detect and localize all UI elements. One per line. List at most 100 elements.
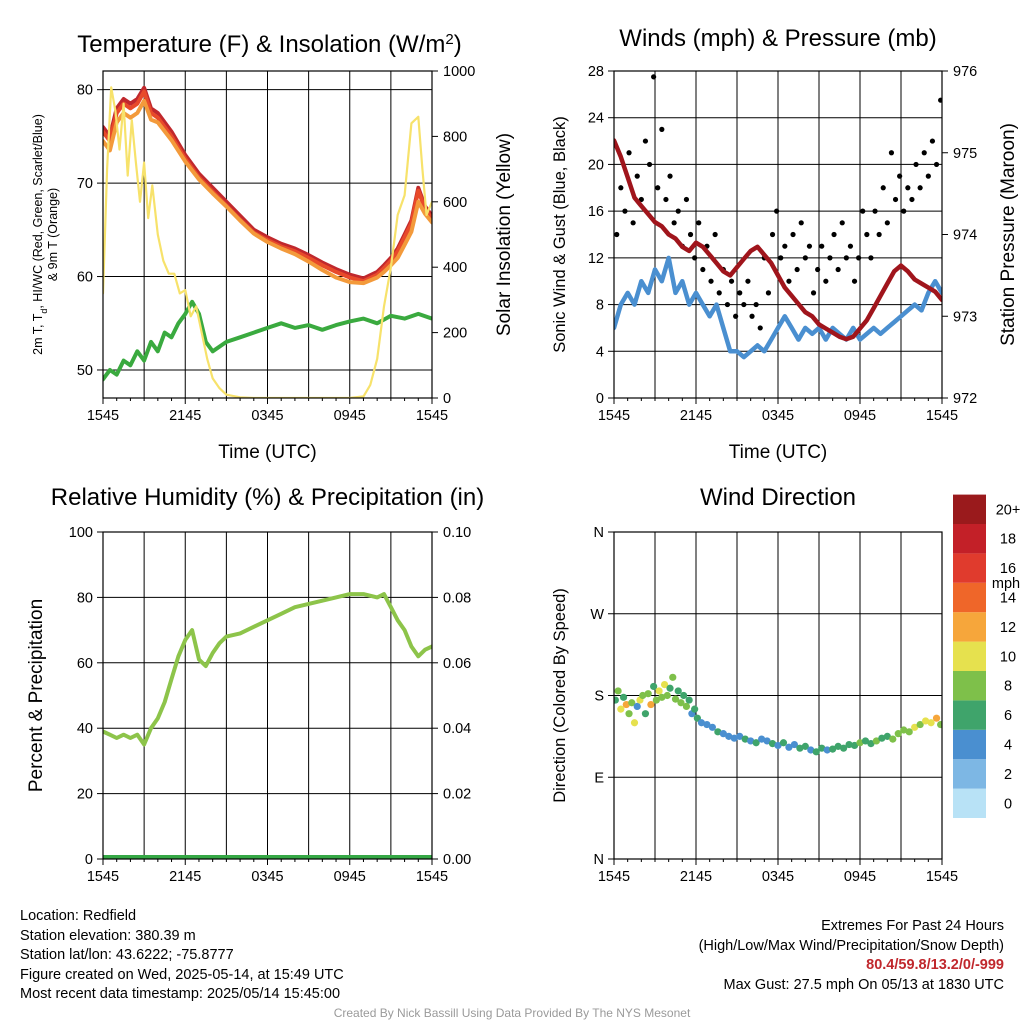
gust-point (765, 290, 772, 296)
direction-point (932, 714, 941, 722)
y-tick-label: E (594, 770, 604, 786)
gust-point (626, 150, 632, 156)
y2-axis-label: Solar Insolation (Yellow) (494, 133, 515, 336)
direction-point (752, 739, 760, 747)
gust-point (728, 278, 735, 284)
gust-point (671, 220, 677, 226)
humidity-panel: Relative Humidity (%) & Precipitation (i… (26, 484, 484, 885)
gust-point (913, 161, 919, 168)
legend-label: 8 (1004, 679, 1012, 695)
y-tick-label: 70 (77, 176, 93, 192)
direction-point (872, 737, 881, 745)
y-tick-label: 40 (77, 721, 93, 737)
legend-label: 4 (1004, 738, 1012, 754)
legend-label: 10 (1000, 649, 1016, 665)
direction-point (655, 687, 663, 695)
direction-point (747, 737, 755, 745)
chart-title: Temperature (F) & Insolation (W/m2) (77, 31, 461, 59)
gust-point (774, 208, 780, 214)
direction-point (878, 734, 886, 742)
direction-point (630, 719, 639, 727)
y2-axis-label: Station Pressure (Maroon) (998, 123, 1019, 346)
elevation-text: Station elevation: 380.39 m (20, 927, 196, 944)
x-axis-label: Time (UTC) (729, 442, 828, 463)
direction-point (790, 740, 799, 749)
direction-point (785, 743, 793, 751)
plot-frame (613, 531, 943, 860)
gust-point (622, 208, 628, 214)
legend-swatch (953, 729, 986, 760)
direction-point (829, 745, 837, 753)
gust-point (757, 325, 763, 331)
direction-point (671, 695, 680, 703)
direction-point (663, 691, 671, 700)
direction-point (889, 735, 897, 743)
extremes-info: Extremes For Past 24 Hours (High/Low/Max… (699, 917, 1004, 995)
winds-panel: Winds (mph) & Pressure (mb) 1545 2145 0345 0… (551, 25, 1019, 463)
direction-point (685, 696, 693, 704)
y2-tick-label: 0.00 (443, 852, 471, 868)
direction-point (622, 700, 630, 709)
gust-point (905, 185, 911, 191)
gust-point (782, 243, 788, 249)
latlon-text: Station lat/lon: 43.6222; -75.8777 (20, 947, 234, 964)
direction-point (796, 744, 804, 752)
y2-tick-label: 0.10 (443, 525, 471, 541)
direction-point (916, 720, 924, 729)
direction-point (736, 732, 744, 740)
gust-point (810, 290, 817, 296)
y-tick-label: W (590, 607, 604, 623)
gust-point (712, 231, 718, 238)
x-tick-label: 0345 (762, 408, 794, 424)
y-axis-label-part: , HI/WC (Red, Green, Scarlet/Blue) (31, 114, 45, 309)
gust-point (798, 220, 804, 226)
y-tick-label: 80 (77, 590, 93, 606)
gust-point (724, 301, 731, 308)
direction-point (682, 702, 691, 711)
gust-point (659, 126, 665, 132)
gust-point (856, 255, 862, 261)
legend-swatch (953, 553, 986, 583)
chart-title: Relative Humidity (%) & Precipitation (i… (51, 484, 484, 511)
direction-point (823, 746, 831, 754)
gust-point (823, 278, 829, 284)
gust-point (888, 150, 895, 156)
direction-point (641, 710, 650, 718)
chart-title: Wind Direction (700, 484, 856, 511)
direction-point (614, 696, 619, 704)
gust-point (663, 196, 669, 203)
direction-point (697, 719, 706, 727)
gust-point (851, 278, 858, 284)
chart-title-superscript: 2 (445, 31, 453, 48)
chart-title: Winds (mph) & Pressure (mb) (619, 25, 936, 52)
direction-point (834, 742, 842, 750)
gust-point (876, 231, 882, 238)
gust-point (929, 138, 936, 144)
gust-point (692, 255, 698, 261)
gust-point (839, 220, 845, 226)
max-gust-text: Max Gust: 27.5 mph On 05/13 at 1830 UTC (723, 976, 1004, 993)
insolation-line (103, 86, 432, 398)
legend-swatch (953, 612, 986, 642)
gust-point (868, 255, 874, 261)
direction-point (807, 746, 815, 754)
direction-point (937, 720, 942, 729)
gust-point (880, 185, 886, 191)
extremes-subtitle: (High/Low/Max Wind/Precipitation/Snow De… (698, 937, 1004, 954)
direction-point (812, 748, 820, 756)
legend-label: 20+ (996, 502, 1021, 518)
direction-point (894, 730, 902, 738)
gust-point (638, 196, 644, 203)
gust-point (835, 266, 841, 273)
legend-label: 16 (1000, 561, 1016, 577)
direction-point (850, 741, 859, 750)
direction-point (666, 684, 674, 692)
legend-swatch (953, 759, 986, 789)
direction-point (801, 742, 809, 750)
direction-point (617, 705, 625, 713)
chart-title-tail: ) (454, 31, 462, 58)
gust-point (708, 278, 714, 284)
gust-point (831, 231, 837, 238)
dewpoint-line (103, 299, 432, 382)
